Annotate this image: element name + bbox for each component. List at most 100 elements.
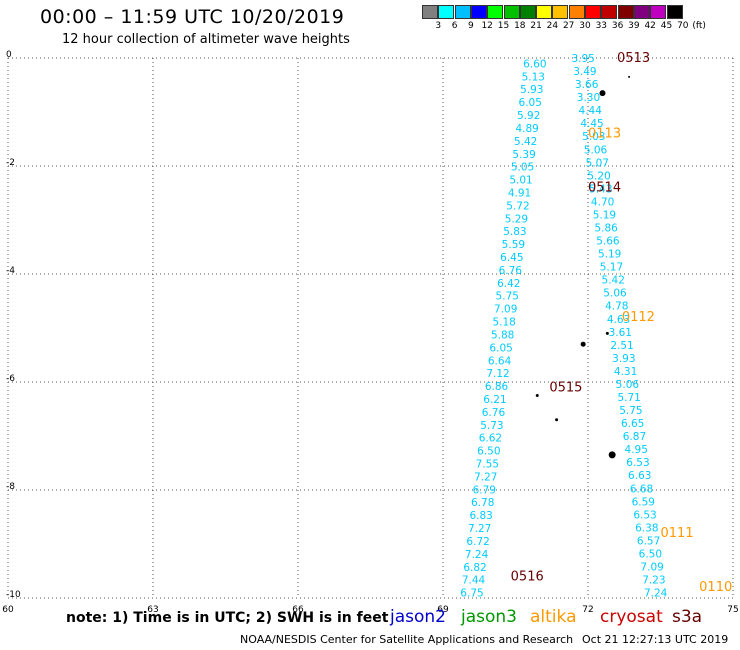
wave-height-value: 4.91: [508, 187, 531, 199]
wave-height-value: 3.93: [612, 353, 635, 365]
x-tick-label: 63: [147, 605, 158, 615]
color-scale-tick-label: 12: [481, 21, 493, 31]
wave-height-value: 4.45: [580, 118, 603, 130]
y-tick-label: -6: [6, 374, 15, 384]
island-mark: [605, 331, 609, 335]
credit-text: NOAA/NESDIS Center for Satellite Applica…: [240, 633, 574, 646]
color-scale-swatch: [470, 5, 487, 19]
y-tick-label: -2: [6, 158, 15, 168]
wave-height-value: 5.75: [496, 291, 519, 303]
island-mark: [580, 341, 586, 347]
x-tick-label: 66: [292, 605, 304, 615]
wave-height-value: 5.92: [517, 110, 540, 122]
pass-time-label: 0111: [661, 526, 694, 541]
color-scale-tick-label: (ft): [692, 21, 706, 31]
color-scale-swatch: [585, 5, 601, 19]
wave-height-value: 3.66: [575, 79, 599, 91]
wave-height-value: 5.19: [593, 209, 616, 221]
wave-height-value: 6.21: [483, 394, 506, 406]
wave-height-value: 6.45: [500, 252, 523, 264]
color-scale-swatch: [568, 5, 585, 19]
wave-height-value: 6.59: [632, 496, 655, 508]
color-scale-tick-label: 15: [497, 21, 510, 31]
color-scale-tick-label: 36: [611, 21, 624, 31]
wave-height-value: 2.51: [610, 340, 633, 352]
page-subtitle: 12 hour collection of altimeter wave hei…: [62, 32, 350, 47]
wave-height-value: 6.68: [630, 483, 653, 495]
color-scale-tick-label: 6: [451, 21, 458, 31]
x-tick-label: 72: [582, 605, 593, 615]
wave-height-value: 5.42: [602, 275, 625, 287]
wave-height-value: 4.70: [591, 196, 614, 208]
wave-height-value: 5.39: [512, 149, 535, 161]
wave-height-value: 5.06: [616, 379, 640, 391]
satellite-legend-cryosat: cryosat: [600, 607, 663, 627]
wave-height-value: 6.60: [523, 58, 546, 70]
wave-height-value: 7.23: [642, 575, 665, 587]
wave-height-value: 5.73: [480, 420, 503, 432]
wave-height-value: 6.76: [499, 265, 523, 277]
color-scale-swatch: [519, 5, 536, 19]
wave-height-value: 7.44: [462, 575, 486, 587]
wave-height-value: 5.86: [594, 223, 618, 235]
wave-height-value: 7.27: [474, 471, 497, 483]
wave-height-value: 6.50: [639, 548, 662, 560]
wave-height-value: 7.12: [486, 368, 509, 380]
wave-height-value: 5.59: [502, 239, 525, 251]
wave-height-value: 5.13: [522, 71, 545, 83]
color-scale-swatch: [650, 5, 667, 19]
wave-height-value: 4.44: [579, 105, 603, 117]
island-mark: [608, 451, 616, 459]
wave-height-value: 6.86: [485, 381, 509, 393]
color-scale-swatch: [422, 5, 438, 19]
color-scale-swatch: [454, 5, 471, 19]
pass-time-label: 0514: [588, 181, 621, 196]
satellite-legend-s3a: s3a: [672, 607, 703, 627]
pass-time-label: 0110: [699, 580, 732, 595]
wave-height-value: 6.87: [623, 431, 646, 443]
y-tick-label: -10: [6, 590, 21, 600]
color-scale-tick-label: 70: [677, 21, 689, 31]
color-scale-tick-label: 30: [579, 21, 591, 31]
wave-height-value: 3.49: [573, 66, 596, 78]
wave-height-value: 6.64: [488, 355, 512, 367]
wave-height-value: 4.95: [625, 444, 648, 456]
wave-height-value: 7.55: [476, 459, 499, 471]
wave-height-value: 3.61: [609, 327, 632, 339]
wave-height-value: 5.19: [598, 249, 621, 261]
timestamp-text: Oct 21 12:27:13 UTC 2019: [582, 633, 729, 646]
satellite-legend-jason2: jason2: [390, 607, 446, 627]
wave-height-value: 6.05: [519, 97, 542, 109]
wave-height-value: 5.42: [514, 136, 537, 148]
wave-height-value: 4.78: [605, 301, 628, 313]
wave-height-value: 4.31: [614, 366, 637, 378]
color-scale-swatch: [666, 5, 683, 19]
wave-height-value: 4.89: [515, 123, 538, 135]
wave-height-value: 5.43: [589, 183, 612, 195]
pass-time-label: 0515: [549, 380, 582, 395]
wave-height-value: 6.05: [489, 342, 512, 354]
wave-height-value: 7.09: [640, 562, 663, 574]
wave-height-value: 5.03: [582, 131, 605, 143]
wave-height-value: 5.20: [587, 170, 610, 182]
wave-height-value: 3.95: [571, 53, 594, 65]
wave-height-value: 6.83: [469, 510, 492, 522]
island-mark: [599, 90, 606, 97]
pass-time-label: 0513: [617, 51, 650, 66]
color-scale-swatch: [617, 5, 634, 19]
color-scale-tick-label: 27: [562, 21, 575, 31]
island-mark: [555, 418, 559, 422]
wave-height-value: 6.57: [637, 535, 660, 547]
wave-height-value: 5.93: [520, 84, 543, 96]
wave-height-value: 6.79: [473, 484, 496, 496]
island-mark: [628, 75, 631, 78]
wave-height-value: 3.30: [577, 92, 600, 104]
color-scale-swatch: [552, 5, 569, 19]
wave-height-value: 5.83: [503, 226, 526, 238]
wave-height-value: 5.29: [505, 213, 528, 225]
color-scale-tick-label: 9: [468, 21, 474, 31]
color-scale-tick-label: 45: [660, 21, 673, 31]
color-scale-tick-label: 39: [628, 21, 640, 31]
